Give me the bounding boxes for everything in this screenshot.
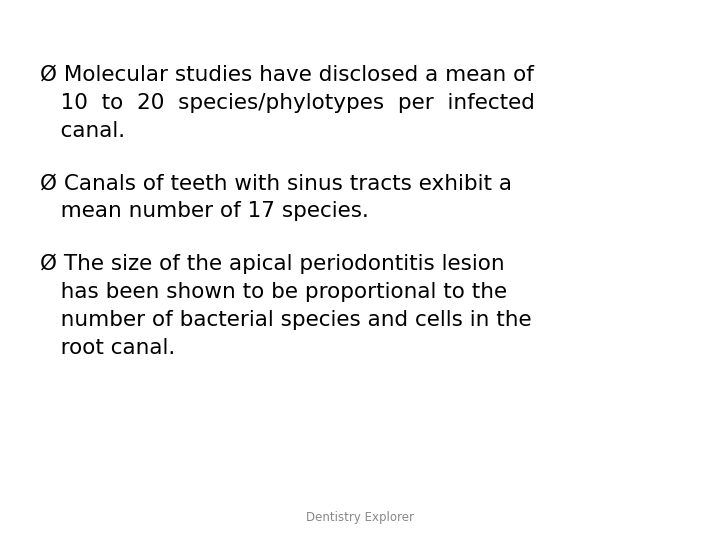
Text: Ø Canals of teeth with sinus tracts exhibit a: Ø Canals of teeth with sinus tracts exhi… xyxy=(40,173,512,193)
Text: canal.: canal. xyxy=(40,121,125,141)
Text: Ø The size of the apical periodontitis lesion: Ø The size of the apical periodontitis l… xyxy=(40,254,504,274)
Text: has been shown to be proportional to the: has been shown to be proportional to the xyxy=(40,282,507,302)
Text: root canal.: root canal. xyxy=(40,338,175,358)
Text: number of bacterial species and cells in the: number of bacterial species and cells in… xyxy=(40,310,531,330)
Text: Dentistry Explorer: Dentistry Explorer xyxy=(306,511,414,524)
Text: mean number of 17 species.: mean number of 17 species. xyxy=(40,201,369,221)
Text: 10  to  20  species/phylotypes  per  infected: 10 to 20 species/phylotypes per infected xyxy=(40,93,534,113)
Text: Ø Molecular studies have disclosed a mean of: Ø Molecular studies have disclosed a mea… xyxy=(40,65,534,85)
